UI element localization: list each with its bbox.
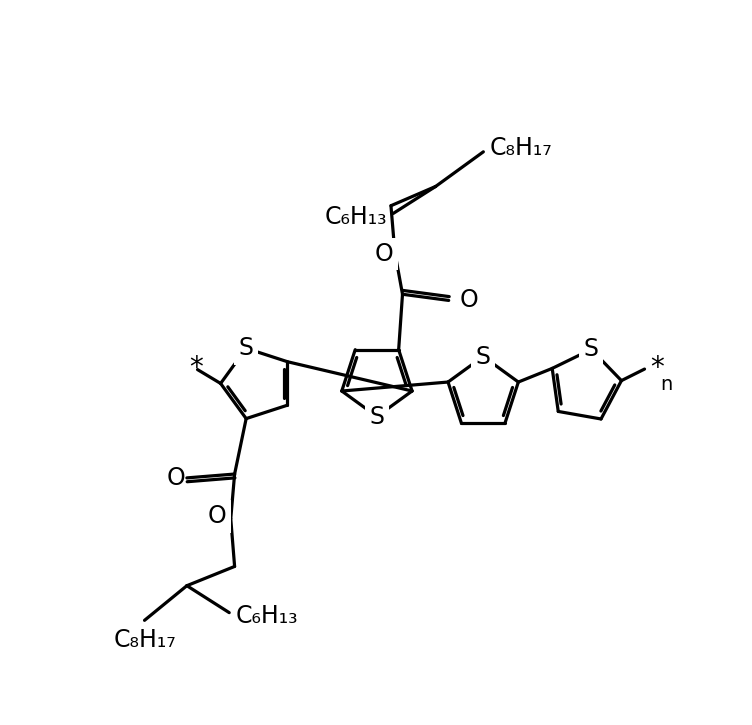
Text: S: S <box>238 336 253 360</box>
Text: S: S <box>476 344 491 368</box>
Text: O: O <box>459 289 478 312</box>
Text: O: O <box>374 242 393 266</box>
Text: O: O <box>208 505 226 529</box>
Text: C₆H₁₃: C₆H₁₃ <box>324 205 387 229</box>
Text: S: S <box>584 337 599 361</box>
Text: C₈H₁₇: C₈H₁₇ <box>490 136 552 160</box>
Text: C₆H₁₃: C₆H₁₃ <box>235 605 298 629</box>
Text: *: * <box>650 354 665 381</box>
Text: C₈H₁₇: C₈H₁₇ <box>113 628 176 652</box>
Text: O: O <box>167 466 186 490</box>
Text: *: * <box>189 354 203 382</box>
Text: S: S <box>369 405 384 428</box>
Text: n: n <box>660 376 672 394</box>
